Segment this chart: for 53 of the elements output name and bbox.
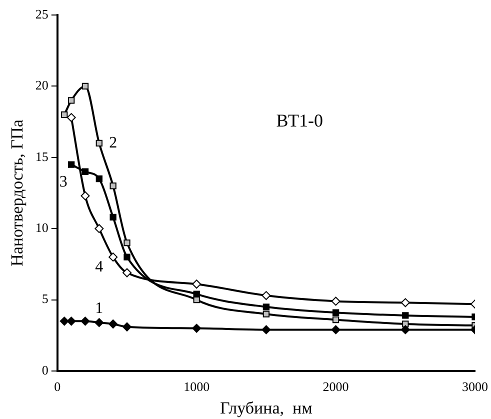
- point: [82, 168, 89, 175]
- series-label: 4: [95, 258, 104, 276]
- series-label: 1: [95, 300, 104, 317]
- point: [331, 296, 340, 306]
- x-tick-label: 2000: [322, 379, 349, 394]
- point: [124, 240, 130, 246]
- point: [110, 214, 116, 221]
- point: [332, 316, 340, 324]
- point: [262, 310, 270, 318]
- x-tick-label: 3000: [462, 379, 488, 394]
- point: [94, 224, 104, 234]
- point: [108, 252, 118, 262]
- point: [108, 320, 118, 329]
- point: [122, 268, 132, 278]
- series-label: 3: [59, 174, 68, 191]
- x-tick-label: 0: [54, 379, 61, 394]
- point: [110, 182, 116, 190]
- point: [262, 325, 271, 334]
- point: [66, 113, 76, 122]
- point: [262, 304, 270, 310]
- point: [94, 318, 104, 328]
- point: [60, 316, 69, 326]
- point: [400, 325, 410, 334]
- point: [400, 298, 410, 308]
- point: [96, 175, 102, 182]
- point: [61, 111, 68, 118]
- y-tick-label: 5: [42, 291, 48, 306]
- point: [68, 161, 75, 168]
- point: [192, 280, 202, 289]
- point: [80, 316, 90, 326]
- y-axis-title: Нанотвердость, ГПа: [8, 119, 27, 266]
- series-label: 2: [109, 134, 118, 152]
- point: [192, 324, 202, 333]
- annotation: ВТ1-0: [276, 110, 323, 131]
- point: [124, 254, 130, 260]
- point: [331, 325, 340, 334]
- point: [262, 291, 271, 300]
- y-tick-label: 10: [35, 220, 48, 236]
- point: [66, 316, 76, 326]
- x-tick-label: 1000: [184, 379, 210, 394]
- point: [68, 97, 75, 104]
- point: [96, 140, 102, 146]
- y-tick-label: 0: [42, 362, 48, 378]
- point: [82, 82, 89, 90]
- x-axis-title: Глубина, нм: [220, 398, 313, 418]
- point: [332, 309, 340, 316]
- point: [402, 312, 409, 319]
- y-tick-label: 25: [35, 6, 48, 22]
- point: [193, 296, 200, 304]
- point: [80, 191, 90, 200]
- point: [122, 322, 132, 332]
- y-tick-label: 20: [35, 78, 48, 93]
- y-tick-label: 15: [35, 148, 48, 164]
